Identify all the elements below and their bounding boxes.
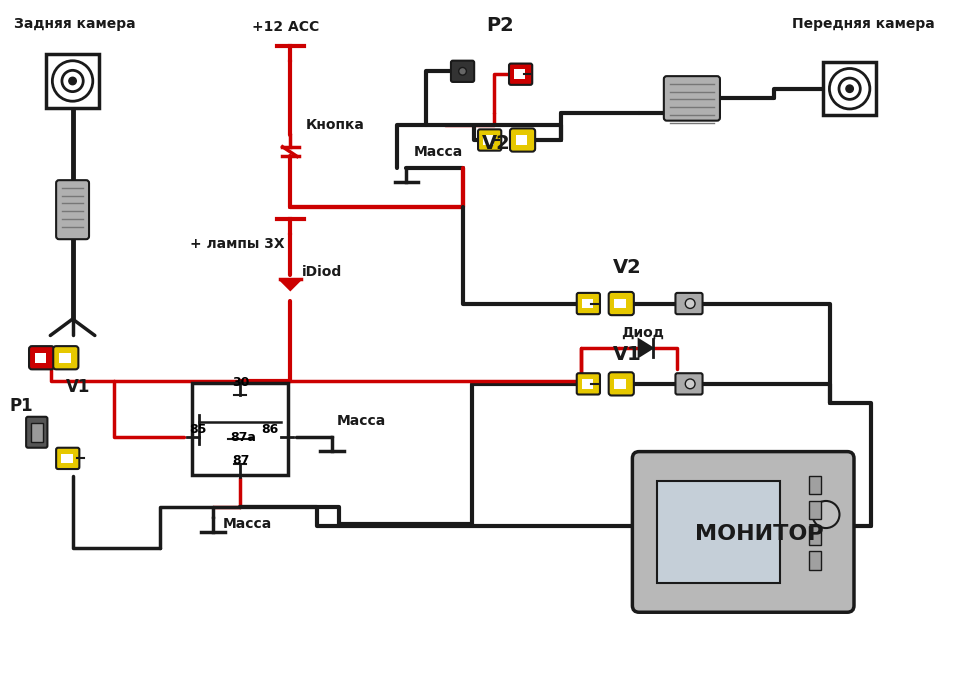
Circle shape: [459, 67, 467, 75]
FancyBboxPatch shape: [633, 452, 854, 612]
Polygon shape: [638, 340, 653, 357]
Text: Масса: Масса: [223, 517, 272, 531]
FancyBboxPatch shape: [478, 130, 501, 150]
Bar: [808, 552, 821, 570]
Text: iDiod: iDiod: [302, 265, 342, 279]
Text: V2: V2: [612, 258, 641, 277]
Text: 87: 87: [232, 454, 250, 467]
Text: P1: P1: [10, 397, 34, 415]
FancyBboxPatch shape: [609, 372, 634, 396]
Text: 30: 30: [232, 376, 250, 389]
Text: V1: V1: [66, 377, 90, 395]
Bar: [61, 454, 73, 463]
FancyBboxPatch shape: [664, 76, 720, 120]
Text: Диод: Диод: [621, 326, 664, 340]
Circle shape: [685, 379, 695, 389]
Bar: [808, 476, 821, 494]
Text: Задняя камера: Задняя камера: [13, 17, 135, 31]
Text: 85: 85: [190, 424, 207, 436]
Polygon shape: [279, 279, 300, 290]
Circle shape: [685, 299, 695, 309]
FancyBboxPatch shape: [609, 292, 634, 315]
Circle shape: [69, 77, 76, 85]
Bar: [59, 353, 71, 363]
Bar: [31, 423, 42, 442]
Circle shape: [846, 85, 853, 92]
Text: P2: P2: [486, 15, 514, 35]
FancyBboxPatch shape: [510, 128, 535, 152]
FancyBboxPatch shape: [509, 64, 532, 85]
Text: + лампы 3Х: + лампы 3Х: [190, 237, 284, 251]
Bar: [823, 62, 876, 116]
Bar: [614, 299, 626, 309]
Bar: [192, 384, 288, 475]
Circle shape: [812, 501, 839, 528]
Bar: [808, 526, 821, 545]
FancyBboxPatch shape: [29, 346, 54, 370]
Circle shape: [829, 69, 870, 109]
Bar: [35, 353, 46, 363]
Text: Масса: Масса: [337, 414, 386, 428]
FancyBboxPatch shape: [56, 180, 89, 239]
Text: +12 ACC: +12 ACC: [252, 20, 319, 34]
Bar: [582, 299, 593, 309]
Bar: [614, 379, 626, 389]
FancyBboxPatch shape: [577, 293, 600, 314]
Text: 87a: 87a: [230, 431, 256, 444]
Text: 86: 86: [261, 424, 278, 436]
Text: МОНИТОР: МОНИТОР: [695, 524, 824, 544]
Text: Масса: Масса: [414, 146, 464, 160]
Bar: [46, 55, 99, 108]
Bar: [808, 501, 821, 519]
FancyBboxPatch shape: [53, 346, 79, 370]
FancyBboxPatch shape: [26, 416, 47, 448]
Bar: [483, 135, 494, 145]
FancyBboxPatch shape: [676, 293, 703, 314]
Bar: [657, 481, 780, 582]
Text: V1: V1: [612, 344, 641, 364]
FancyBboxPatch shape: [577, 373, 600, 395]
Text: V2: V2: [482, 134, 511, 153]
Bar: [514, 69, 525, 79]
Bar: [582, 379, 593, 389]
Text: Кнопка: Кнопка: [306, 118, 365, 132]
Bar: [516, 135, 527, 145]
Circle shape: [53, 61, 93, 102]
Text: Передняя камера: Передняя камера: [792, 17, 934, 31]
Circle shape: [839, 78, 860, 99]
FancyBboxPatch shape: [451, 61, 474, 82]
FancyBboxPatch shape: [56, 448, 80, 469]
FancyBboxPatch shape: [676, 373, 703, 395]
Circle shape: [62, 70, 84, 92]
